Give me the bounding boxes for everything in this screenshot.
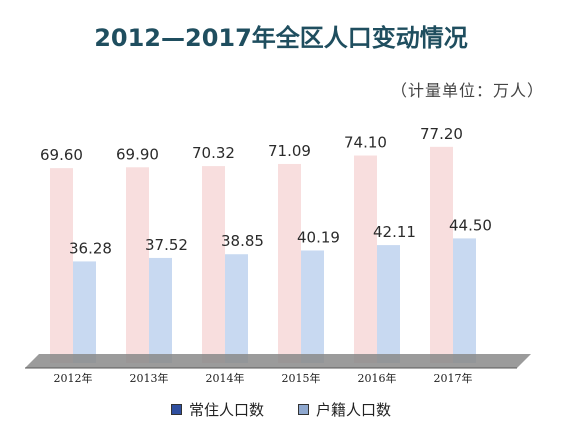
- x-tick-label-5: 2017年: [434, 371, 473, 385]
- bar-registered-0: [73, 261, 96, 363]
- legend-label-registered: 户籍人口数: [316, 400, 392, 419]
- bar-label-resident-0: 69.60: [40, 146, 83, 164]
- bar-label-resident-1: 69.90: [116, 145, 159, 163]
- x-tick-label-4: 2016年: [358, 371, 397, 385]
- x-tick-label-2: 2014年: [206, 371, 245, 385]
- bar-registered-2: [225, 254, 248, 363]
- bar-label-resident-5: 77.20: [420, 125, 463, 143]
- legend-swatch-resident: [170, 403, 182, 415]
- bar-registered-1: [149, 257, 172, 363]
- unit-note: （计量单位：万人）: [390, 81, 544, 100]
- bar-label-registered-0: 36.28: [69, 239, 112, 257]
- bar-resident-1: [126, 167, 149, 363]
- legend-item-resident: 常住人口数: [170, 399, 264, 420]
- bar-label-resident-4: 74.10: [344, 134, 387, 152]
- bar-registered-3: [301, 250, 324, 363]
- bar-label-registered-5: 44.50: [449, 216, 492, 234]
- bar-label-registered-1: 37.52: [145, 236, 188, 254]
- bar-registered-5: [453, 238, 476, 363]
- chart-floor: [25, 354, 531, 368]
- bar-registered-4: [377, 245, 400, 363]
- bar-resident-2: [202, 166, 225, 363]
- legend-item-registered: 户籍人口数: [298, 399, 391, 420]
- bar-label-registered-4: 42.11: [373, 223, 416, 241]
- bar-label-registered-3: 40.19: [297, 228, 340, 246]
- x-tick-label-1: 2013年: [130, 371, 169, 385]
- bar-label-resident-2: 70.32: [192, 144, 235, 162]
- bar-resident-4: [354, 155, 377, 363]
- legend-label-resident: 常住人口数: [188, 400, 264, 419]
- legend: 常住人口数 户籍人口数: [0, 392, 562, 426]
- bar-label-registered-2: 38.85: [221, 232, 264, 250]
- legend-swatch-registered: [298, 403, 309, 415]
- x-tick-label-3: 2015年: [282, 371, 321, 385]
- bar-resident-3: [278, 163, 301, 363]
- bar-label-resident-3: 71.09: [268, 142, 311, 160]
- bar-resident-5: [430, 146, 453, 363]
- chart-title: 2012—2017年全区人口变动情况: [94, 24, 468, 52]
- bar-resident-0: [50, 168, 73, 363]
- x-tick-label-0: 2012年: [54, 371, 93, 385]
